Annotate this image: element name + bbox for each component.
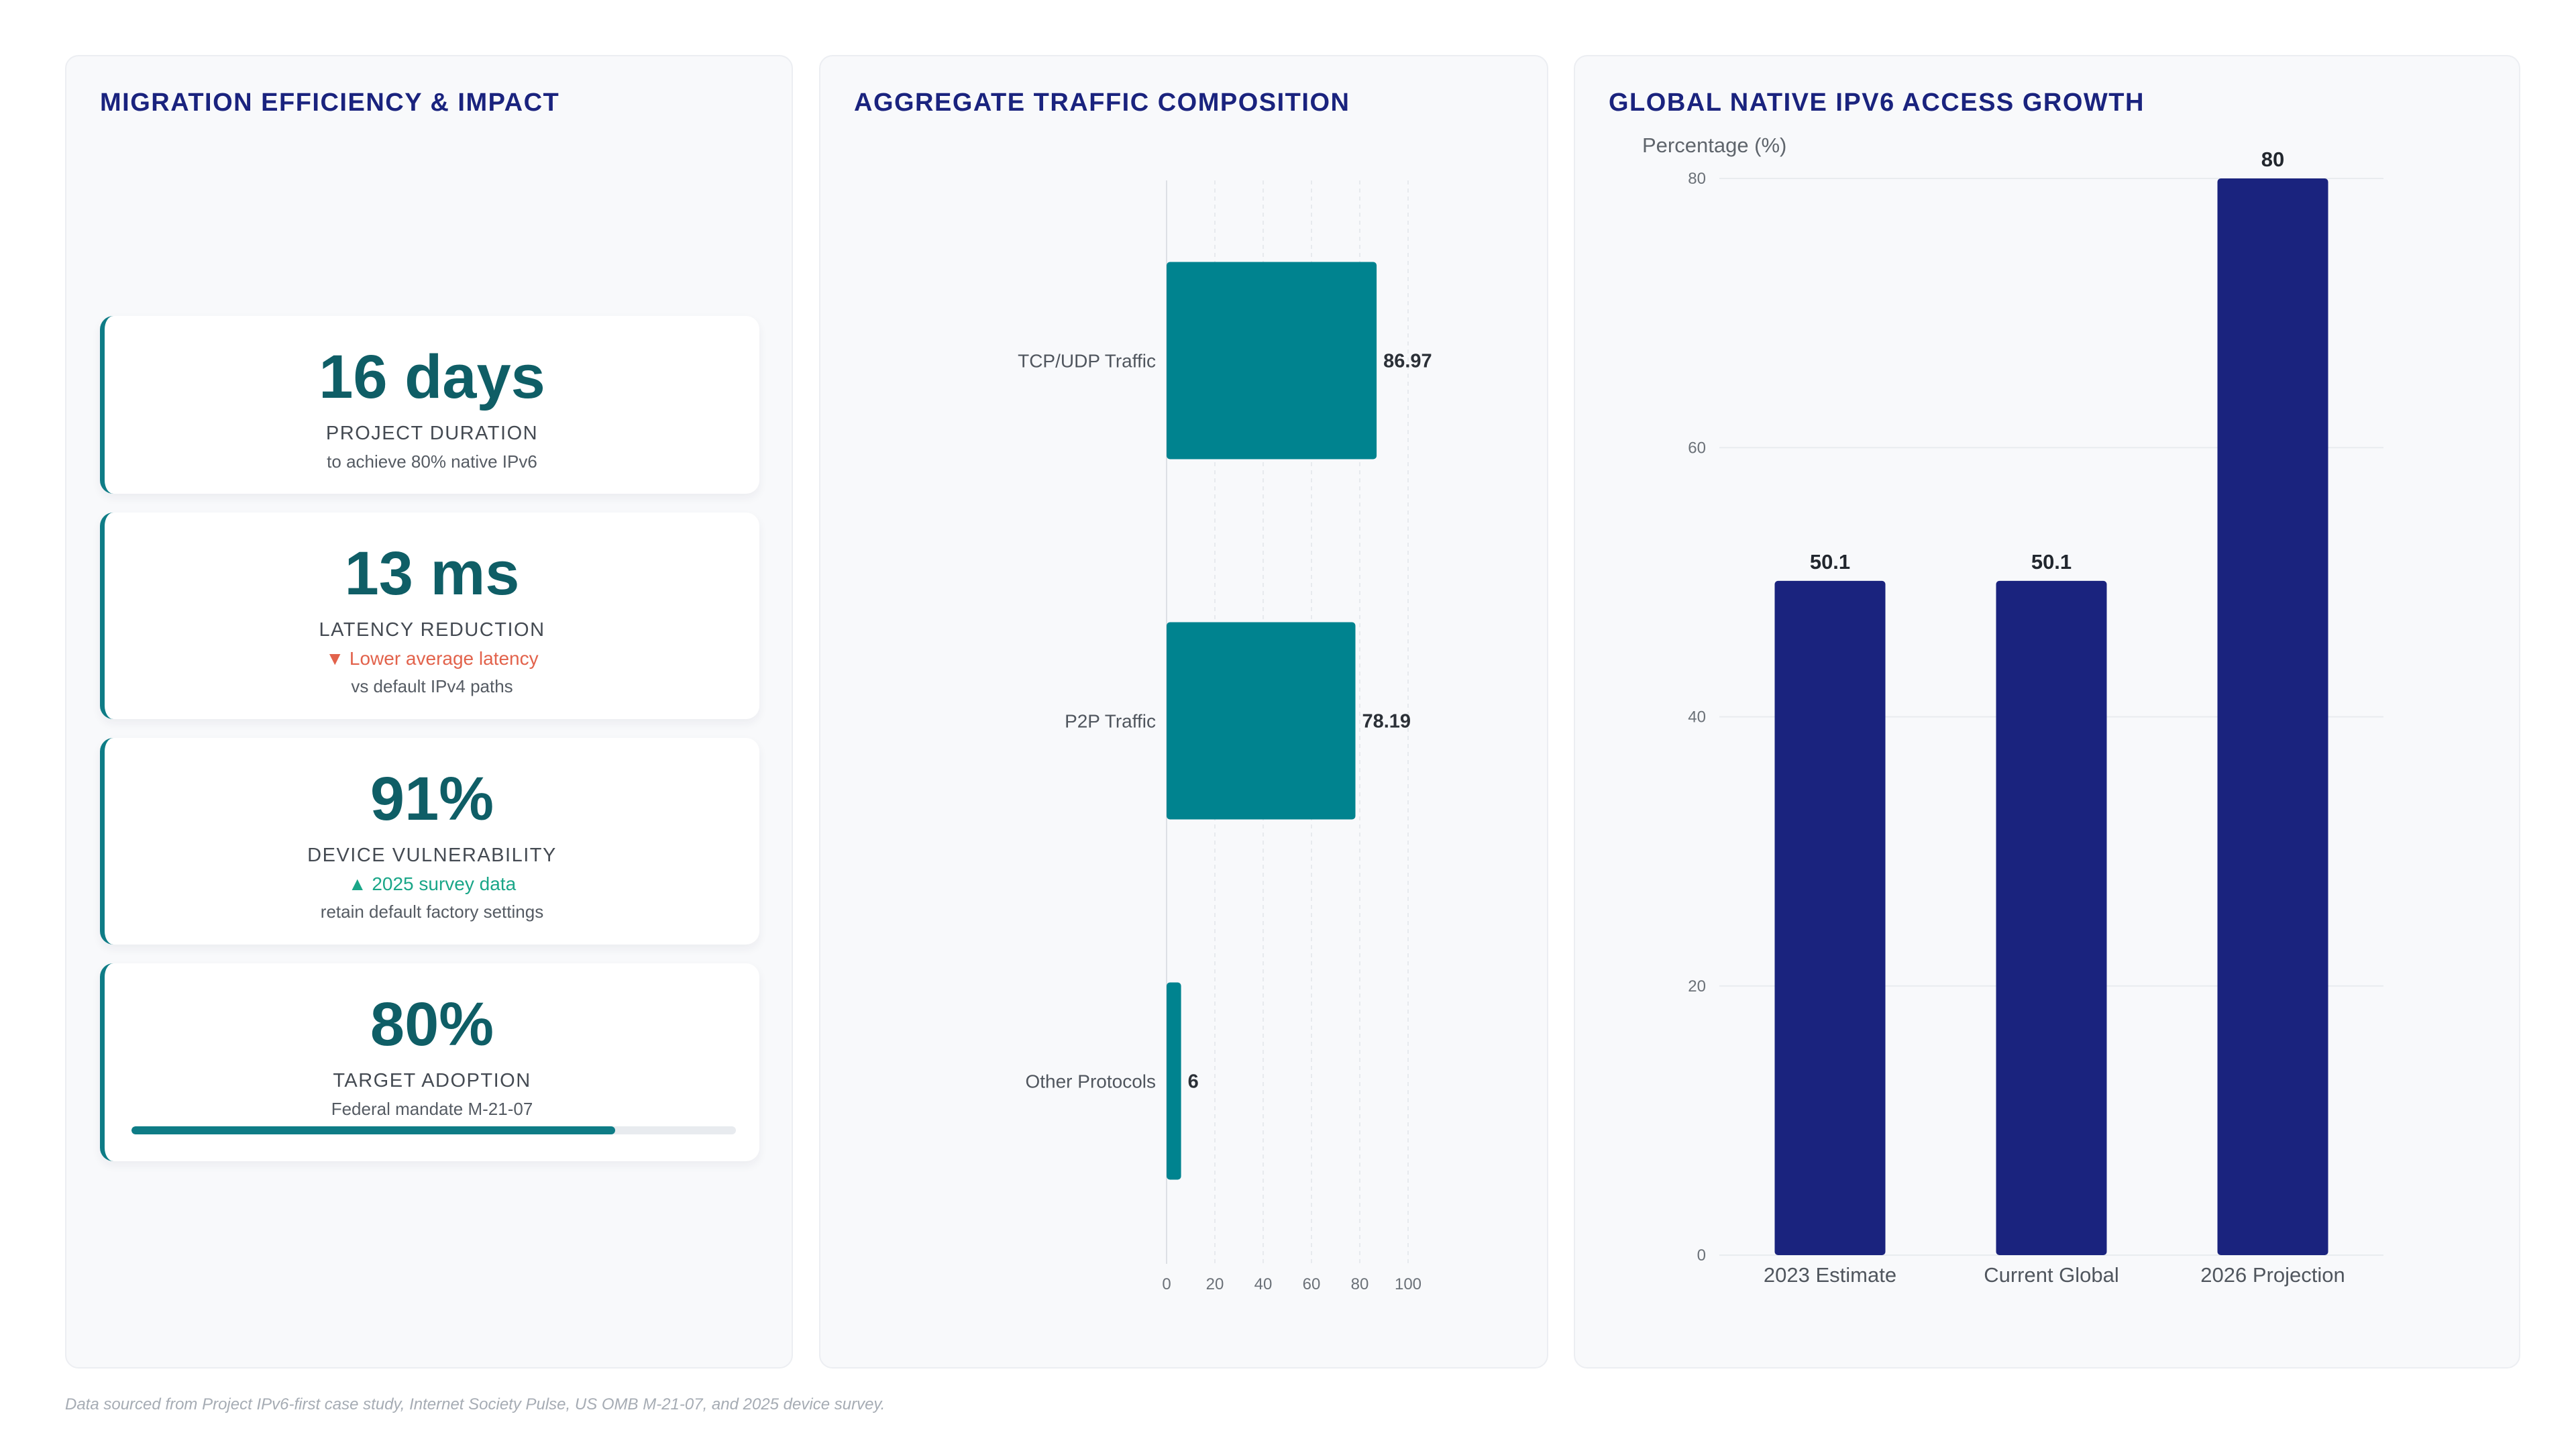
data-source-footnote: Data sourced from Project IPv6-first cas…	[65, 1395, 885, 1413]
y-tick-label: 0	[1697, 1246, 1706, 1265]
kpi-value: 91%	[370, 765, 494, 833]
category-label: 2026 Projection	[2200, 1263, 2345, 1287]
data-label: 80	[2261, 148, 2284, 171]
x-tick-label: 60	[1303, 1275, 1321, 1293]
kpi-card-latency: 13 ms LATENCY REDUCTION ▼ Lower average …	[100, 513, 759, 719]
y-tick-label: 80	[1688, 170, 1706, 188]
x-tick-label: 20	[1206, 1275, 1224, 1293]
bar	[2217, 178, 2328, 1255]
kpi-card-duration: 16 days PROJECT DURATION to achieve 80% …	[100, 316, 759, 494]
kpi-value: 13 ms	[344, 539, 520, 608]
kpi-label: PROJECT DURATION	[325, 423, 539, 444]
data-label: 50.1	[1810, 550, 1850, 574]
kpi-subtext: retain default factory settings	[320, 902, 544, 922]
kpi-label: LATENCY REDUCTION	[319, 619, 545, 641]
category-label: TCP/UDP Traffic	[1018, 351, 1156, 372]
bar	[1996, 580, 2107, 1255]
y-axis-title: Percentage (%)	[1642, 133, 1786, 157]
category-label: 2023 Estimate	[1764, 1263, 1896, 1287]
bar	[1167, 262, 1377, 460]
kpi-panel-title: MIGRATION EFFICIENCY & IMPACT	[100, 89, 560, 117]
y-tick-label: 60	[1688, 439, 1706, 457]
kpi-value: 16 days	[319, 343, 545, 411]
category-label: P2P Traffic	[1065, 711, 1156, 732]
kpi-panel: MIGRATION EFFICIENCY & IMPACT 16 days PR…	[65, 55, 793, 1368]
traffic-composition-chart: 0 20 40 60 80 100 TCP/UDP Traffic 86.97 P2P Traf…	[1018, 180, 1432, 1293]
x-tick-label: 0	[1162, 1275, 1171, 1293]
kpi-subtext: Federal mandate M-21-07	[331, 1099, 533, 1119]
kpi-trend-down: ▼ Lower average latency	[325, 648, 539, 669]
adoption-progress-track	[131, 1126, 736, 1134]
data-label: 6	[1188, 1071, 1199, 1093]
adoption-progress-fill	[131, 1126, 615, 1134]
kpi-label: DEVICE VULNERABILITY	[307, 845, 557, 866]
kpi-subtext: vs default IPv4 paths	[351, 676, 513, 696]
traffic-panel-title: AGGREGATE TRAFFIC COMPOSITION	[854, 89, 1350, 117]
data-label: 78.19	[1362, 711, 1411, 733]
data-label: 86.97	[1383, 351, 1432, 372]
bar	[1167, 622, 1356, 820]
category-label: Other Protocols	[1025, 1071, 1156, 1092]
bar	[1774, 580, 1886, 1255]
ipv6-growth-chart: 0 20 40 60 80 Percentage (%) 50.1 2023 Estimate…	[1642, 133, 2383, 1287]
data-label: 50.1	[2031, 550, 2072, 574]
kpi-subtext: to achieve 80% native IPv6	[327, 451, 537, 472]
kpi-value: 80%	[370, 990, 494, 1059]
y-tick-label: 40	[1688, 708, 1706, 727]
kpi-trend-up: ▲ 2025 survey data	[347, 873, 517, 894]
kpi-card-adoption: 80% TARGET ADOPTION Federal mandate M-21…	[100, 963, 759, 1161]
growth-panel-title: GLOBAL NATIVE IPV6 ACCESS GROWTH	[1609, 89, 2145, 117]
x-tick-label: 80	[1351, 1275, 1369, 1293]
y-tick-label: 20	[1688, 977, 1706, 996]
kpi-label: TARGET ADOPTION	[333, 1070, 531, 1091]
bar	[1167, 982, 1181, 1180]
traffic-panel: AGGREGATE TRAFFIC COMPOSITION 0 20 40 60 80 1…	[819, 55, 1548, 1368]
growth-panel: GLOBAL NATIVE IPV6 ACCESS GROWTH 0 20 40 60…	[1574, 55, 2520, 1368]
category-label: Current Global	[1984, 1263, 2119, 1287]
x-tick-label: 100	[1395, 1275, 1421, 1293]
kpi-card-vulnerability: 91% DEVICE VULNERABILITY ▲ 2025 survey d…	[100, 738, 759, 945]
x-tick-label: 40	[1254, 1275, 1273, 1293]
